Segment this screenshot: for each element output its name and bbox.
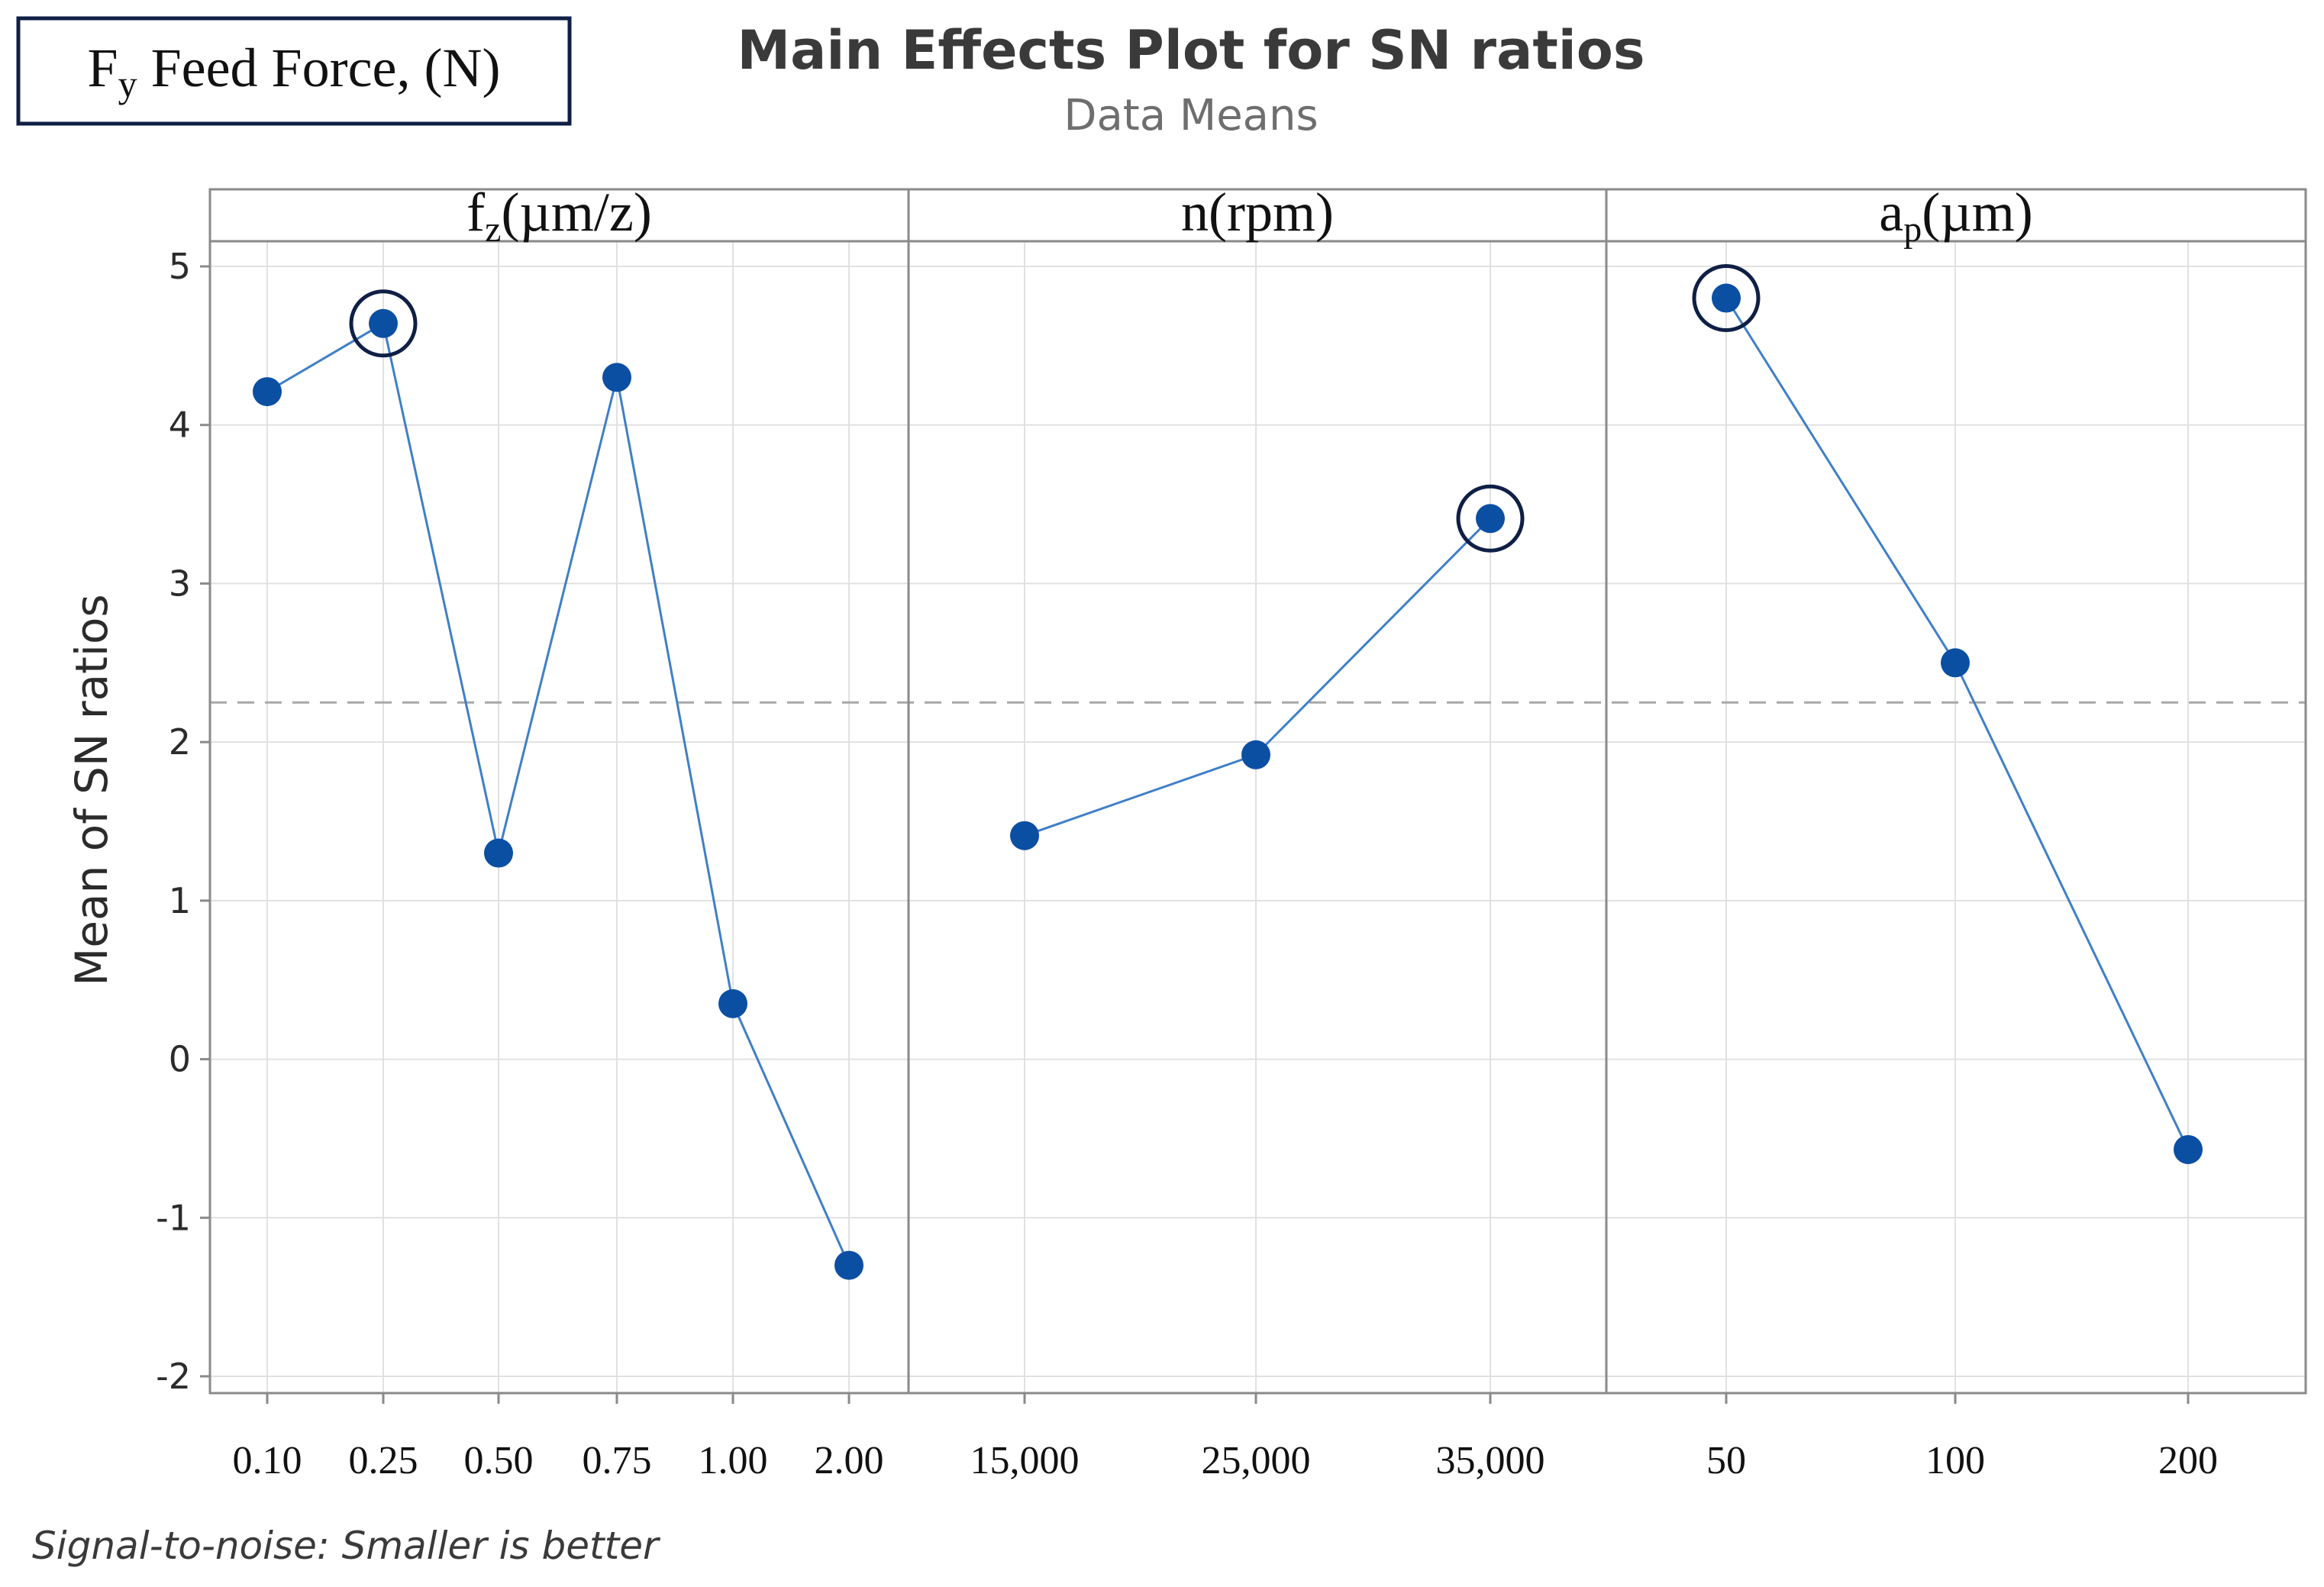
x-tick-label: 15,000: [970, 1439, 1080, 1482]
data-point: [1941, 648, 1970, 678]
data-point: [718, 989, 747, 1018]
y-tick-label: 2: [169, 721, 191, 763]
data-point: [369, 308, 398, 338]
x-tick-label: 200: [2158, 1439, 2218, 1482]
footnote: Signal-to-noise: Smaller is better: [32, 1524, 661, 1568]
grid-layer: [210, 241, 2306, 1393]
panel-header-main: f: [466, 182, 485, 243]
panel-header-unit: (µm/z): [501, 182, 651, 243]
x-tick-label: 0.25: [349, 1439, 418, 1482]
x-tick-label: 1.00: [699, 1439, 768, 1482]
optimal-level-circle: [1692, 264, 1761, 333]
y-tick-layer: -2 -1 0 1 2 3 4 5: [156, 246, 210, 1397]
data-point: [1712, 283, 1741, 313]
response-text: Feed Force, (N): [137, 37, 501, 98]
panel-header: ap(µm): [1879, 182, 2032, 250]
panel-header-main: n(rpm): [1181, 182, 1334, 243]
data-point: [484, 838, 513, 868]
y-tick-label: 0: [169, 1039, 191, 1080]
panel-header: n(rpm): [1181, 182, 1334, 243]
x-tick-label: 50: [1706, 1439, 1746, 1482]
data-point: [1010, 821, 1039, 850]
response-subscript: y: [118, 63, 137, 105]
panel-header-subscript: z: [485, 209, 501, 250]
panel-header-main: a: [1879, 182, 1903, 243]
x-tick-label: 0.75: [583, 1439, 652, 1482]
response-label-box: [16, 16, 572, 126]
x-tick-label: 100: [1925, 1439, 1985, 1482]
frame-layer: [208, 188, 2307, 1395]
optimal-level-circle: [1456, 484, 1525, 553]
x-tick-label: 35,000: [1436, 1439, 1545, 1482]
y-axis-label: Mean of SN ratios: [66, 594, 118, 985]
chart-title: Main Effects Plot for SN ratios: [737, 19, 1645, 82]
x-tick-label: 25,000: [1202, 1439, 1311, 1482]
y-tick-label: 5: [169, 246, 191, 287]
x-tick-label: 2.00: [815, 1439, 884, 1482]
y-tick-label: 4: [169, 405, 191, 446]
panel-header-unit: (µm): [1922, 182, 2032, 243]
x-tick-label: 0.10: [233, 1439, 302, 1482]
y-tick-label: -2: [156, 1356, 191, 1397]
series-line: [266, 321, 851, 1266]
panel-header-subscript: p: [1903, 209, 1922, 250]
y-tick-label: -1: [156, 1197, 191, 1238]
y-tick-label: 1: [169, 880, 191, 921]
data-point: [253, 377, 282, 407]
response-label: Fy Feed Force, (N): [88, 37, 501, 105]
response-symbol: F: [88, 37, 118, 98]
y-tick-label: 3: [169, 563, 191, 604]
data-point: [1476, 504, 1505, 534]
data-point: [834, 1250, 863, 1280]
optimal-level-circle: [349, 289, 418, 358]
panel-header-layer: fz(µm/z) n(rpm) ap(µm): [466, 182, 2033, 250]
panel-header: fz(µm/z): [466, 182, 652, 250]
chart-subtitle: Data Means: [1064, 91, 1318, 140]
data-point: [2174, 1134, 2203, 1164]
data-point: [1241, 740, 1270, 769]
data-point: [602, 363, 631, 392]
x-tick-label: 0.50: [464, 1439, 534, 1482]
series-layer: [253, 264, 2203, 1280]
x-tick-layer: 0.10 0.25 0.50 0.75 1.00 2.00 15,000 25,000 35,0…: [233, 1393, 2218, 1482]
